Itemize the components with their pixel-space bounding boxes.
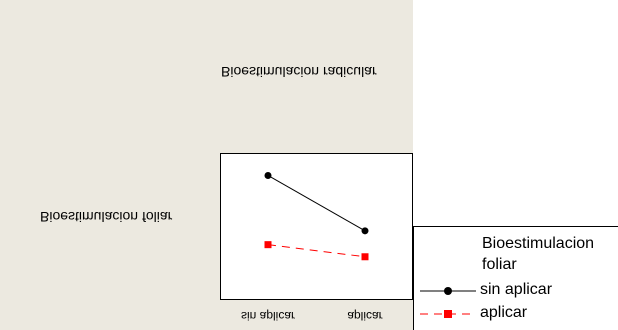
x-tick-label: aplicar bbox=[347, 309, 383, 323]
column-label: Bioestimulacion radicular bbox=[221, 64, 377, 80]
series-line bbox=[267, 244, 366, 258]
series-line bbox=[267, 175, 366, 232]
legend-title: Bioestimulacion foliar bbox=[482, 235, 595, 273]
x-tick-label: sin aplicar bbox=[240, 309, 296, 323]
legend-item: aplicar bbox=[414, 303, 614, 325]
legend-swatch bbox=[420, 310, 476, 318]
data-point bbox=[264, 171, 272, 179]
legend-swatch bbox=[420, 287, 476, 295]
row-label: Bioestimulacion foliar bbox=[40, 209, 173, 225]
legend-label: sin aplicar bbox=[480, 281, 553, 298]
legend-item: sin aplicar bbox=[414, 280, 614, 302]
data-point bbox=[361, 253, 369, 261]
legend-label: aplicar bbox=[480, 304, 528, 321]
plot-area bbox=[220, 153, 413, 300]
plot-svg bbox=[264, 171, 369, 261]
legend: Bioestimulacion foliar sin aplicar aplic… bbox=[413, 226, 618, 330]
data-point bbox=[264, 241, 272, 249]
data-point bbox=[361, 227, 369, 235]
